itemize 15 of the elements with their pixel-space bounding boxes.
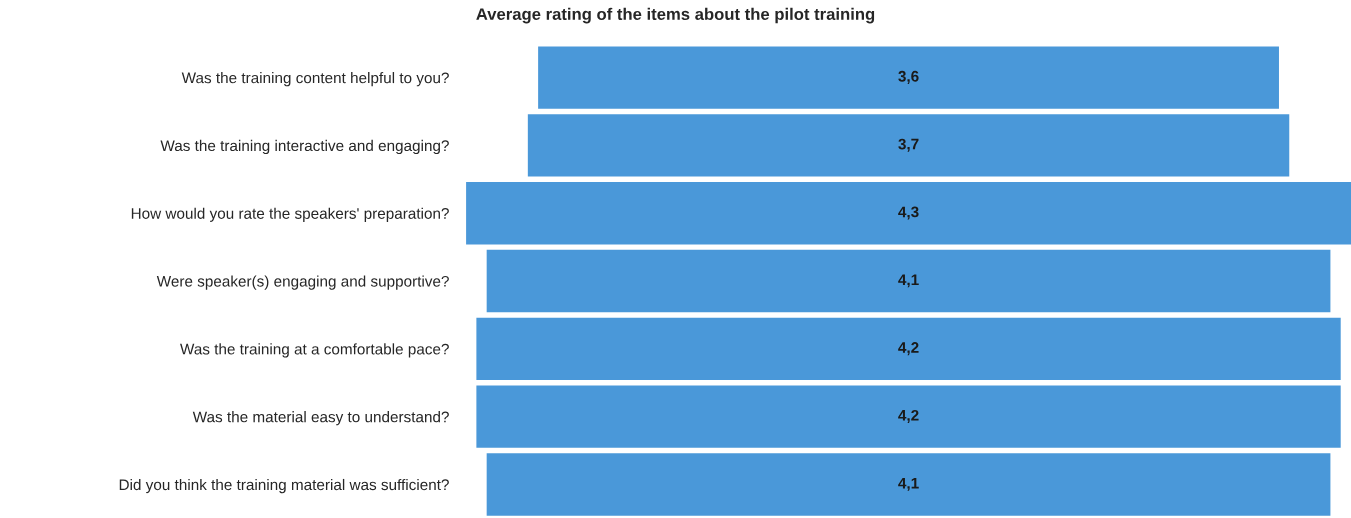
category-label: Was the training at a comfortable pace?	[180, 343, 449, 358]
data-label: 4,1	[898, 477, 919, 491]
data-label: 4,2	[898, 342, 919, 356]
category-label: How would you rate the speakers' preparation?	[131, 207, 449, 222]
data-label: 4,2	[898, 409, 919, 423]
category-label: Was the training content helpful to you?	[181, 72, 449, 87]
category-label: Did you think the training material was sufficient?	[119, 478, 449, 494]
data-label: 4,3	[898, 206, 919, 220]
category-label: Was the material easy to understand?	[192, 411, 449, 426]
data-label: 3,6	[898, 70, 919, 84]
category-label: Was the training interactive and engaging?	[160, 139, 449, 155]
category-label: Were speaker(s) engaging and supportive?	[156, 275, 449, 290]
data-label: 4,1	[898, 274, 919, 288]
data-label: 3,7	[898, 138, 919, 152]
text: Average rating of the items about the pilot training	[476, 7, 875, 24]
